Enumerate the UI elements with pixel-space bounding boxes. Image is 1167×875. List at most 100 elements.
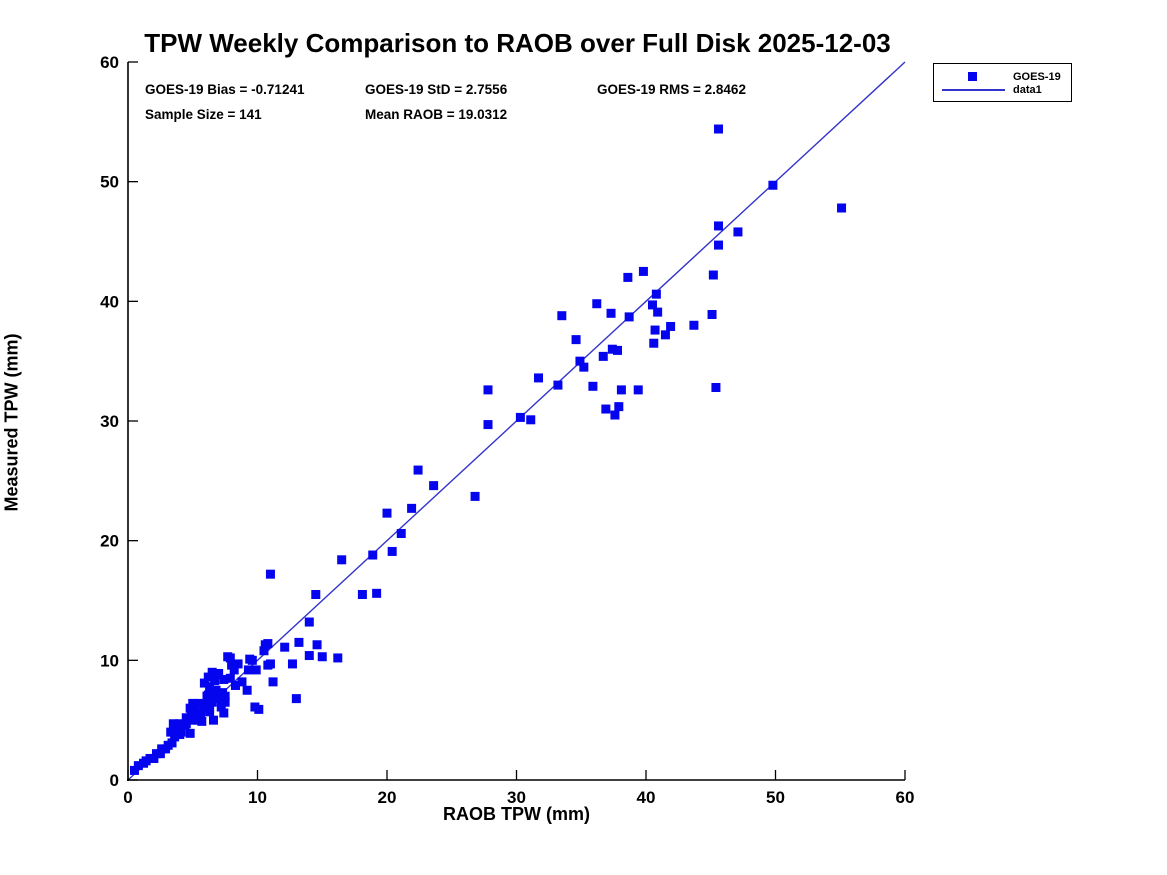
x-tick-label: 0 xyxy=(123,788,132,807)
scatter-point xyxy=(711,382,721,392)
scatter-point xyxy=(133,761,143,771)
x-tick-label: 10 xyxy=(248,788,267,807)
scatter-point xyxy=(837,203,847,213)
scatter-point xyxy=(203,672,213,682)
y-axis-label: Measured TPW (mm) xyxy=(1,333,22,512)
scatter-point xyxy=(208,715,218,725)
scatter-point xyxy=(304,617,314,627)
scatter-point xyxy=(714,221,724,231)
scatter-point xyxy=(205,703,215,713)
scatter-point xyxy=(387,546,397,556)
scatter-point xyxy=(280,642,290,652)
y-tick-label: 20 xyxy=(100,532,119,551)
scatter-point xyxy=(197,716,207,726)
scatter-point xyxy=(210,690,220,700)
scatter-point xyxy=(265,659,275,669)
legend-box: GOES-19 data1 xyxy=(933,63,1072,102)
scatter-point xyxy=(396,528,406,538)
legend-label-data1: data1 xyxy=(1013,84,1042,96)
scatter-point xyxy=(633,385,643,395)
y-tick-label: 40 xyxy=(100,292,119,311)
scatter-point xyxy=(214,668,224,678)
scatter-point xyxy=(263,639,273,649)
scatter-point xyxy=(616,385,626,395)
scatter-point xyxy=(170,732,180,742)
scatter-point xyxy=(623,272,633,282)
scatter-point xyxy=(707,309,717,319)
scatter-point xyxy=(219,708,229,718)
scatter-point xyxy=(211,685,221,695)
scatter-point xyxy=(219,674,229,684)
stat-bias: GOES-19 Bias = -0.71241 xyxy=(145,82,305,97)
scatter-point xyxy=(243,665,253,675)
scatter-point xyxy=(311,590,321,600)
scatter-point xyxy=(553,380,563,390)
scatter-point xyxy=(470,491,480,501)
scatter-point xyxy=(368,550,378,560)
scatter-point xyxy=(207,697,217,707)
scatter-point xyxy=(575,356,585,366)
scatter-point xyxy=(227,660,237,670)
scatter-point xyxy=(247,655,257,665)
scatter-point xyxy=(220,697,230,707)
scatter-point xyxy=(534,373,544,383)
x-tick-label: 60 xyxy=(896,788,915,807)
legend-label-goes19: GOES-19 xyxy=(1013,71,1061,83)
scatter-point xyxy=(413,465,423,475)
scatter-point xyxy=(606,308,616,318)
scatter-point xyxy=(526,415,536,425)
scatter-point xyxy=(571,335,581,345)
stat-mean-raob: Mean RAOB = 19.0312 xyxy=(365,107,508,122)
scatter-point xyxy=(610,410,620,420)
scatter-point xyxy=(372,588,382,598)
scatter-point xyxy=(242,685,252,695)
scatter-point xyxy=(251,665,261,675)
scatter-point xyxy=(129,765,139,775)
scatter-point xyxy=(229,665,239,675)
scatter-point xyxy=(598,351,608,361)
scatter-point xyxy=(186,715,196,725)
scatter-point xyxy=(176,727,186,737)
scatter-point xyxy=(515,412,525,422)
scatter-point xyxy=(614,402,624,412)
legend-square-marker-icon xyxy=(968,72,977,81)
scatter-point xyxy=(337,555,347,565)
scatter-point xyxy=(768,180,778,190)
x-axis-label: RAOB TPW (mm) xyxy=(443,804,590,824)
scatter-point xyxy=(287,659,297,669)
y-tick-label: 0 xyxy=(110,771,119,790)
scatter-point xyxy=(649,338,659,348)
scatter-point xyxy=(166,727,176,737)
scatter-point xyxy=(407,503,417,513)
scatter-point xyxy=(149,753,159,763)
scatter-point xyxy=(205,682,215,692)
scatter-point xyxy=(733,227,743,237)
legend-line-icon xyxy=(942,89,1005,91)
scatter-point xyxy=(199,678,209,688)
scatter-point xyxy=(304,651,314,661)
scatter-point xyxy=(382,508,392,518)
scatter-point xyxy=(714,124,724,134)
scatter-point xyxy=(155,749,165,759)
scatter-point xyxy=(168,719,178,729)
scatter-point xyxy=(660,330,670,340)
scatter-point xyxy=(689,320,699,330)
scatter-point xyxy=(592,299,602,309)
scatter-point xyxy=(291,694,301,704)
scatter-point xyxy=(650,325,660,335)
scatter-point xyxy=(651,289,661,299)
scatter-point xyxy=(188,698,198,708)
scatter-point xyxy=(220,691,230,701)
scatter-point xyxy=(638,266,648,276)
scatter-point xyxy=(230,680,240,690)
scatter-point xyxy=(203,690,213,700)
scatter-point xyxy=(193,698,203,708)
x-tick-label: 20 xyxy=(378,788,397,807)
scatter-point xyxy=(714,240,724,250)
scatter-point xyxy=(185,703,195,713)
scatter-point xyxy=(579,362,589,372)
y-tick-label: 10 xyxy=(100,651,119,670)
scatter-point xyxy=(225,673,235,683)
